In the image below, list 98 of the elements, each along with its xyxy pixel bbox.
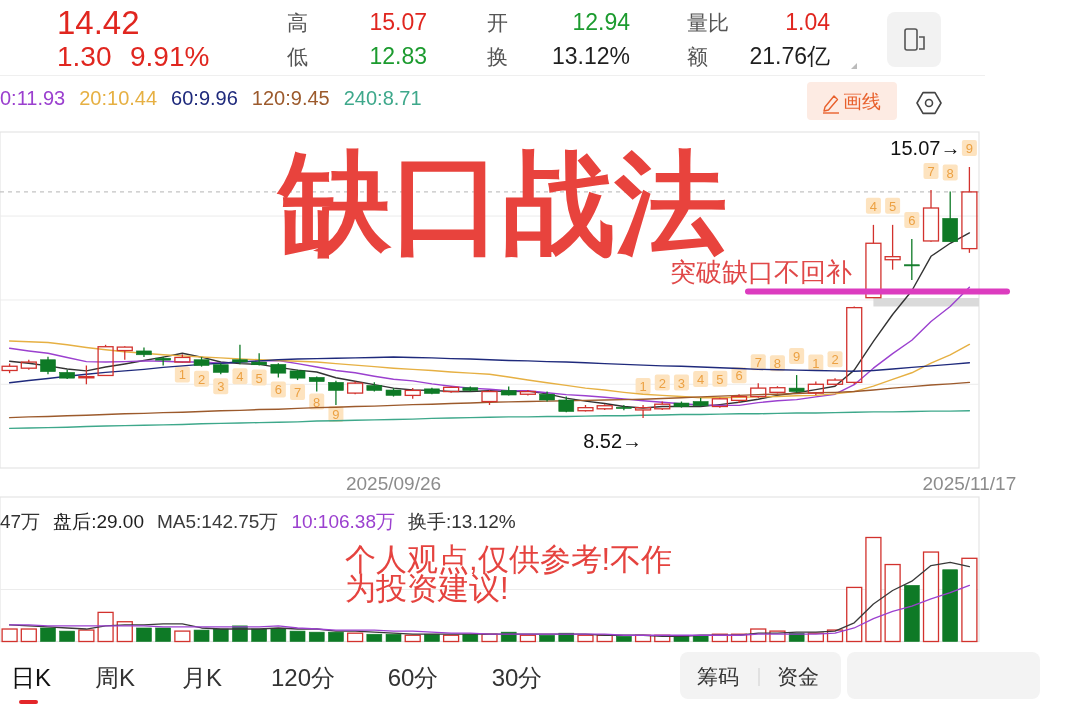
text: 8 — [313, 394, 321, 410]
text: 60:9.96 — [171, 87, 238, 109]
text: 2 — [658, 375, 666, 391]
text: 5 — [255, 370, 263, 386]
text: 3 — [677, 375, 686, 391]
bar — [539, 634, 555, 642]
bar — [846, 586, 863, 643]
text: 8.52→ — [583, 430, 643, 452]
bar — [20, 628, 37, 643]
text: 1 — [639, 378, 647, 394]
text: 14.42 — [57, 3, 140, 41]
bar — [251, 628, 267, 642]
bar — [1, 628, 18, 643]
bar — [922, 551, 940, 643]
text: 4 — [236, 369, 244, 385]
text: 筹码 — [697, 664, 739, 688]
text: 9 — [793, 349, 801, 365]
text: MA5:142.75万 — [156, 510, 279, 532]
text: 0:11.93 — [0, 87, 66, 109]
text: 6 — [908, 213, 916, 229]
text: 低 — [287, 44, 308, 68]
bar — [59, 630, 75, 642]
text: 9.91% — [130, 40, 210, 72]
text: 12.83 — [369, 43, 427, 69]
text: 60分 — [387, 663, 439, 691]
text: 5 — [889, 198, 897, 214]
text: 量比 — [687, 10, 729, 34]
annotation: 个人观点,仅供参考!不作为投资建议! — [345, 541, 673, 606]
text: 开 — [487, 10, 508, 34]
bar — [500, 631, 517, 642]
text: 13.12% — [551, 43, 630, 69]
bar — [404, 634, 421, 643]
bar — [136, 627, 152, 642]
text: 换 — [487, 44, 508, 68]
text: 30分 — [491, 663, 543, 691]
bar — [328, 631, 344, 642]
bar — [289, 630, 306, 642]
bar — [78, 629, 95, 643]
bar — [270, 628, 287, 642]
bar — [942, 569, 958, 642]
text: 3 — [217, 379, 225, 395]
text: 120分 — [270, 663, 336, 691]
text: 8 — [946, 165, 954, 181]
text: 12.94 — [572, 9, 631, 35]
bar — [442, 634, 460, 643]
text: 1.04 — [785, 9, 831, 35]
text: 120:9.45 — [251, 87, 330, 109]
text: 画线 — [843, 90, 881, 112]
bar — [97, 611, 114, 643]
bar — [212, 628, 229, 642]
bar — [174, 630, 191, 643]
text: 15.07 — [369, 9, 427, 35]
text: 240:8.71 — [343, 87, 422, 109]
text: 1.30 — [57, 40, 112, 72]
bar — [385, 633, 402, 642]
text: 21.76亿 — [749, 43, 830, 69]
text: 月K — [181, 663, 223, 691]
text: 47万 — [0, 510, 41, 532]
text: 5 — [716, 371, 724, 387]
bar — [346, 632, 364, 643]
bar — [616, 636, 632, 642]
text: 1 — [812, 355, 820, 371]
text: 15.07→ — [890, 137, 961, 159]
text: 10:106.38万 — [291, 510, 395, 532]
x-tick-label: 2025/11/17 — [922, 472, 1017, 494]
text: 20:10.44 — [79, 87, 158, 109]
text: 2 — [197, 371, 206, 387]
text: 盘后:29.00 — [53, 510, 144, 532]
text: 额 — [687, 44, 708, 68]
text: 6 — [274, 382, 282, 398]
text: 日K — [10, 663, 52, 691]
text: 7 — [293, 385, 302, 401]
x-tick-label: 2025/09/26 — [345, 472, 442, 494]
text: 7 — [754, 355, 762, 371]
bar — [519, 634, 537, 643]
bar — [366, 633, 383, 642]
bar — [577, 634, 594, 643]
bar — [155, 627, 171, 642]
bar — [961, 557, 978, 643]
bar — [308, 631, 325, 642]
text: 周K — [94, 663, 136, 691]
bar — [193, 629, 210, 642]
bar — [40, 627, 56, 642]
text: 6 — [735, 368, 743, 384]
text: 4 — [697, 372, 705, 388]
text: 9 — [965, 141, 974, 156]
text: 资金 — [777, 664, 819, 688]
bar — [884, 563, 901, 643]
text: 7 — [927, 163, 935, 179]
text: 4 — [869, 198, 878, 214]
bar — [904, 585, 920, 642]
text: 高 — [287, 10, 308, 34]
text: 9 — [332, 406, 340, 422]
bar — [865, 536, 882, 643]
text: 换手:13.12% — [407, 510, 516, 532]
text: 8 — [773, 356, 782, 372]
text: 1 — [178, 367, 186, 383]
text: 2 — [831, 352, 839, 368]
